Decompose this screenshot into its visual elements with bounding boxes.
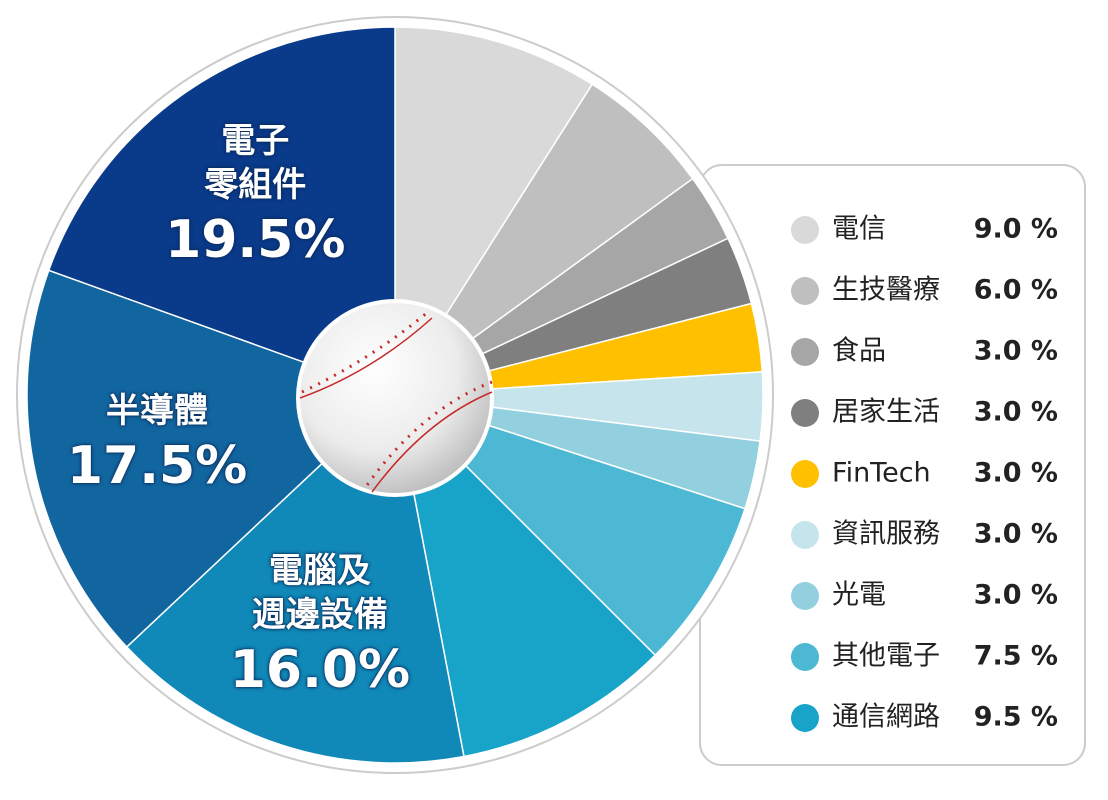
legend-swatch xyxy=(791,338,819,366)
legend-label: 居家生活 xyxy=(832,397,940,428)
pie-slice xyxy=(393,392,657,758)
legend-value: 9.5 % xyxy=(974,702,1058,733)
legend-label: 食品 xyxy=(832,336,886,367)
pie-slice xyxy=(394,394,746,657)
legend-label: 其他電子 xyxy=(832,641,940,672)
pie-slice xyxy=(47,26,396,397)
legend-swatch xyxy=(791,277,819,305)
legend-value: 3.0 % xyxy=(974,580,1058,611)
legend-value: 3.0 % xyxy=(974,397,1058,428)
slice-label: 電子 零組件 19.5% xyxy=(165,119,345,273)
legend-swatch xyxy=(791,460,819,488)
slice-value: 17.5% xyxy=(66,436,248,497)
legend-value: 3.0 % xyxy=(974,336,1058,367)
pie-slice xyxy=(394,26,594,398)
legend-swatch xyxy=(791,582,819,610)
legend-value: 9.0 % xyxy=(974,214,1058,245)
slice-label: 半導體 17.5% xyxy=(67,389,247,499)
legend: 電信 9.0 % 生技醫療 6.0 % 食品 3.0 % 居家生活 3.0 % FinTech 3… xyxy=(791,214,1058,733)
legend-swatch xyxy=(791,216,819,244)
slice-name: 電子 零組件 xyxy=(204,121,307,206)
legend-value: 6.0 % xyxy=(974,275,1058,306)
legend-swatch xyxy=(791,521,819,549)
slice-value: 19.5% xyxy=(165,210,346,271)
legend-label: 光電 xyxy=(832,580,886,611)
baseball xyxy=(296,299,494,497)
pie-slice xyxy=(394,83,694,396)
legend-value: 3.0 % xyxy=(974,519,1058,550)
legend-label: 通信網路 xyxy=(832,702,940,733)
slice-label: 電腦及 週邊設備 16.0% xyxy=(230,549,410,703)
slice-value: 16.0% xyxy=(229,640,411,701)
legend-label: 資訊服務 xyxy=(832,519,940,550)
slice-name: 電腦及 週邊設備 xyxy=(251,551,388,636)
legend-label: 生技醫療 xyxy=(832,275,940,306)
legend-label: 電信 xyxy=(832,214,886,245)
legend-swatch xyxy=(791,704,819,732)
legend-label: FinTech xyxy=(832,458,931,489)
slices xyxy=(26,26,764,764)
legend-swatch xyxy=(791,399,819,427)
legend-value: 3.0 % xyxy=(974,458,1058,489)
slice-name: 半導體 xyxy=(106,391,209,432)
legend-value: 7.5 % xyxy=(974,641,1058,672)
legend-swatch xyxy=(791,643,819,671)
